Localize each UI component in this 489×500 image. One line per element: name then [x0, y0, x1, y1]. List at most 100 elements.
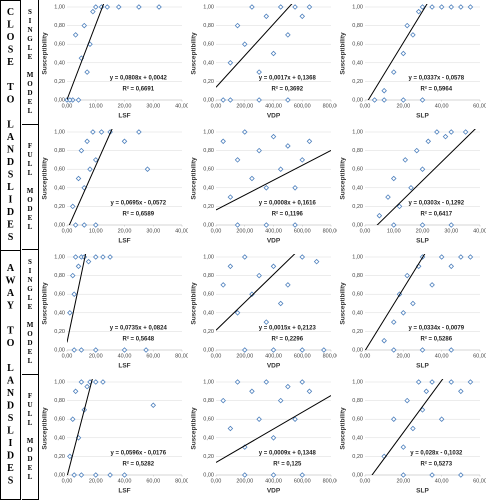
x-tick-label: 10,00 [89, 228, 103, 234]
y-tick-label: 0,60 [352, 417, 363, 423]
y-tick-label: 1,00 [54, 254, 65, 260]
point [400, 97, 407, 103]
x-tick-label: 40,00 [435, 103, 449, 109]
trend-equation: y = 0,0808x + 0,0042 [110, 75, 168, 81]
point [299, 347, 306, 353]
y-tick-label: 0,20 [352, 454, 363, 460]
point [150, 402, 157, 409]
x-axis-title: LSF [118, 488, 130, 495]
x-tick-label: 20,00 [89, 478, 103, 484]
point [321, 347, 327, 353]
x-tick-label: 20,00 [89, 353, 103, 359]
model-label: SINGLE MODEL [22, 0, 38, 125]
scatter-chart: 0,00 0,20 0,40 0,60 0,80 1,00 0,00 20,00 40,00 60… [42, 379, 188, 495]
y-tick-label: 0,20 [203, 204, 214, 210]
point [69, 272, 76, 279]
y-tick-label: 1,00 [203, 129, 214, 135]
y-tick-label: 0,60 [203, 42, 214, 48]
point [313, 258, 320, 265]
y-axis-title: Susceptibility [42, 282, 49, 325]
point [75, 263, 82, 270]
point [100, 254, 106, 260]
y-tick-label: 0,60 [352, 167, 363, 173]
x-tick-label: 0,00 [62, 478, 73, 484]
point [299, 254, 306, 260]
section-text: CLOSE TO LANDSLIDES [5, 6, 16, 245]
scatter-chart: 0,00 0,20 0,40 0,60 0,80 1,00 0,00 10,00 20,00 30… [42, 129, 188, 245]
y-tick-label: 0,40 [352, 60, 363, 66]
x-tick-label: 0,00 [211, 478, 222, 484]
r-squared: R² = 0,5273 [421, 460, 453, 467]
x-axis-title: LSF [118, 363, 130, 370]
point [448, 347, 455, 353]
point [270, 263, 277, 270]
point [67, 310, 73, 316]
y-tick-label: 0,80 [352, 23, 363, 29]
x-tick-label: 20,00 [118, 103, 132, 109]
point [263, 222, 270, 228]
y-tick-label: 0,20 [203, 329, 214, 335]
x-tick-label: 0,00 [360, 228, 371, 234]
point [390, 347, 397, 353]
x-tick-label: 200,00 [236, 228, 253, 234]
point [448, 379, 455, 385]
point [415, 8, 422, 15]
y-tick-label: 0,80 [54, 273, 65, 279]
x-axis-title: VDP [267, 363, 281, 370]
point [234, 222, 241, 228]
point [84, 69, 90, 75]
point [429, 379, 435, 385]
point [408, 185, 414, 191]
point [396, 203, 403, 210]
y-tick-label: 0,20 [54, 204, 65, 210]
r-squared: R² = 0,6589 [123, 210, 155, 217]
point [425, 138, 432, 145]
point [390, 319, 397, 325]
scatter-chart: 0,00 0,20 0,40 0,60 0,80 1,00 0,00 10,00 20,00 30… [42, 4, 188, 120]
model-text: SINGLE MODEL [26, 8, 34, 116]
point [121, 138, 128, 145]
trend-equation: y = 0,028x - 0,1032 [410, 450, 463, 456]
point [448, 129, 455, 135]
x-tick-label: 400,00 [265, 478, 282, 484]
x-tick-label: 20,00 [118, 228, 132, 234]
y-tick-label: 0,20 [352, 79, 363, 85]
point [400, 472, 407, 478]
point [220, 97, 226, 103]
scatter-chart: 0,00 0,20 0,40 0,60 0,80 1,00 0,00 200,00 400,00… [191, 4, 337, 120]
trend-line [216, 254, 296, 331]
y-tick-label: 0,00 [352, 222, 363, 228]
point [69, 416, 76, 422]
y-axis-title: Susceptibility [42, 407, 49, 450]
y-tick-label: 0,00 [203, 347, 214, 353]
y-tick-label: 0,80 [203, 23, 214, 29]
y-tick-label: 0,00 [352, 97, 363, 103]
trend-line [365, 254, 426, 350]
y-tick-label: 0,80 [352, 398, 363, 404]
point [434, 129, 440, 135]
x-tick-label: 60,00 [473, 353, 486, 359]
point [256, 272, 262, 279]
point [419, 4, 426, 10]
y-tick-label: 0,60 [352, 292, 363, 298]
trend-equation: y = 0,0596x - 0,0176 [111, 450, 167, 456]
y-tick-label: 0,00 [352, 347, 363, 353]
x-tick-label: 0,00 [211, 228, 222, 234]
point [220, 397, 226, 404]
model-text: SINGLE MODEL [26, 258, 34, 366]
y-tick-label: 0,80 [203, 273, 214, 279]
point [277, 4, 284, 10]
y-tick-label: 0,20 [352, 329, 363, 335]
point [410, 300, 416, 307]
y-tick-label: 0,40 [352, 185, 363, 191]
y-tick-label: 0,00 [54, 97, 65, 103]
x-axis-title: VDP [267, 488, 281, 495]
y-tick-label: 0,20 [203, 454, 214, 460]
point [72, 254, 79, 260]
trend-line [67, 379, 93, 475]
y-tick-label: 1,00 [54, 4, 65, 10]
x-axis-title: SLP [416, 238, 429, 245]
point [410, 425, 416, 432]
point [285, 143, 291, 149]
trend-line [68, 129, 113, 225]
